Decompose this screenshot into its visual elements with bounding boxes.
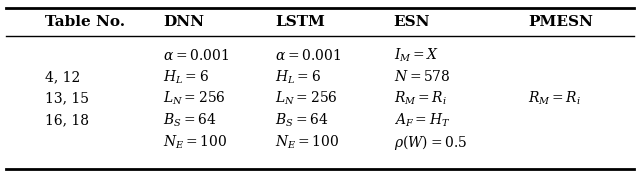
Text: $N_E = 100$: $N_E = 100$ — [275, 134, 340, 151]
Text: $N = 578$: $N = 578$ — [394, 70, 450, 84]
Text: LSTM: LSTM — [275, 15, 325, 29]
Text: $B_S = 64$: $B_S = 64$ — [163, 112, 216, 129]
Text: $I_M = X$: $I_M = X$ — [394, 47, 439, 64]
Text: $\rho(W) = 0.5$: $\rho(W) = 0.5$ — [394, 133, 467, 152]
Text: $L_N = 256$: $L_N = 256$ — [163, 90, 226, 107]
Text: 16, 18: 16, 18 — [45, 113, 89, 127]
Text: $H_L = 6$: $H_L = 6$ — [275, 68, 321, 86]
Text: $\alpha = 0.001$: $\alpha = 0.001$ — [275, 48, 341, 63]
Text: $L_N = 256$: $L_N = 256$ — [275, 90, 338, 107]
Text: DNN: DNN — [163, 15, 204, 29]
Text: $B_S = 64$: $B_S = 64$ — [275, 112, 328, 129]
Text: $A_F = H_T$: $A_F = H_T$ — [394, 112, 450, 129]
Text: 13, 15: 13, 15 — [45, 92, 89, 106]
Text: $N_E = 100$: $N_E = 100$ — [163, 134, 228, 151]
Text: PMESN: PMESN — [528, 15, 593, 29]
Text: Table No.: Table No. — [45, 15, 125, 29]
Text: $R_M = R_i$: $R_M = R_i$ — [394, 90, 447, 107]
Text: $H_L = 6$: $H_L = 6$ — [163, 68, 209, 86]
Text: $R_M = R_i$: $R_M = R_i$ — [528, 90, 581, 107]
Text: $\alpha = 0.001$: $\alpha = 0.001$ — [163, 48, 229, 63]
Text: ESN: ESN — [394, 15, 430, 29]
Text: 4, 12: 4, 12 — [45, 70, 80, 84]
